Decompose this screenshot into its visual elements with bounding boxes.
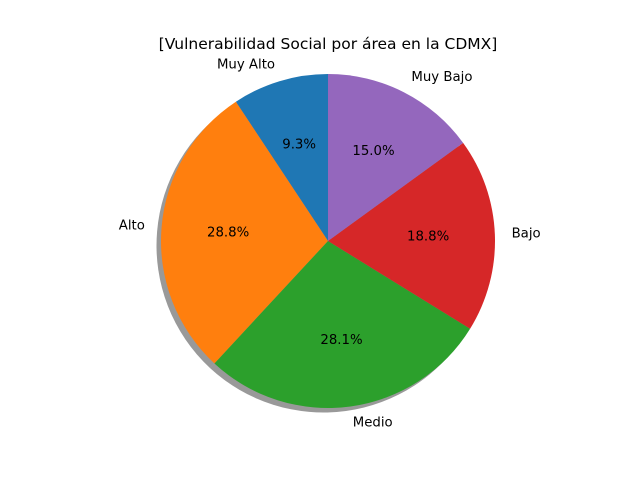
chart-title: [Vulnerabilidad Social por área en la CD… bbox=[159, 35, 498, 53]
slice-alto bbox=[161, 101, 328, 364]
slice-label-muy-alto: Muy Alto bbox=[217, 58, 275, 73]
slice-percent-muy-bajo: 15.0% bbox=[352, 144, 394, 159]
slice-label-muy-bajo: Muy Bajo bbox=[411, 70, 472, 85]
slice-percent-muy-alto: 9.3% bbox=[282, 138, 316, 153]
slice-percent-alto: 28.8% bbox=[207, 225, 249, 240]
slice-bajo bbox=[328, 142, 496, 329]
slice-label-bajo: Bajo bbox=[512, 227, 541, 242]
pie-labels: Muy Alto 9.3% Alto 28.8% Medio 28.1% Bajo 18.8%… bbox=[119, 58, 541, 431]
slice-muy-alto bbox=[235, 74, 328, 241]
slice-percent-bajo: 18.8% bbox=[407, 230, 449, 245]
slice-medio bbox=[214, 241, 471, 409]
slice-label-alto: Alto bbox=[119, 219, 145, 234]
pie-slices bbox=[161, 74, 496, 409]
slice-muy-bajo bbox=[328, 74, 464, 241]
slice-percent-medio: 28.1% bbox=[320, 333, 362, 348]
slice-label-medio: Medio bbox=[353, 416, 393, 431]
